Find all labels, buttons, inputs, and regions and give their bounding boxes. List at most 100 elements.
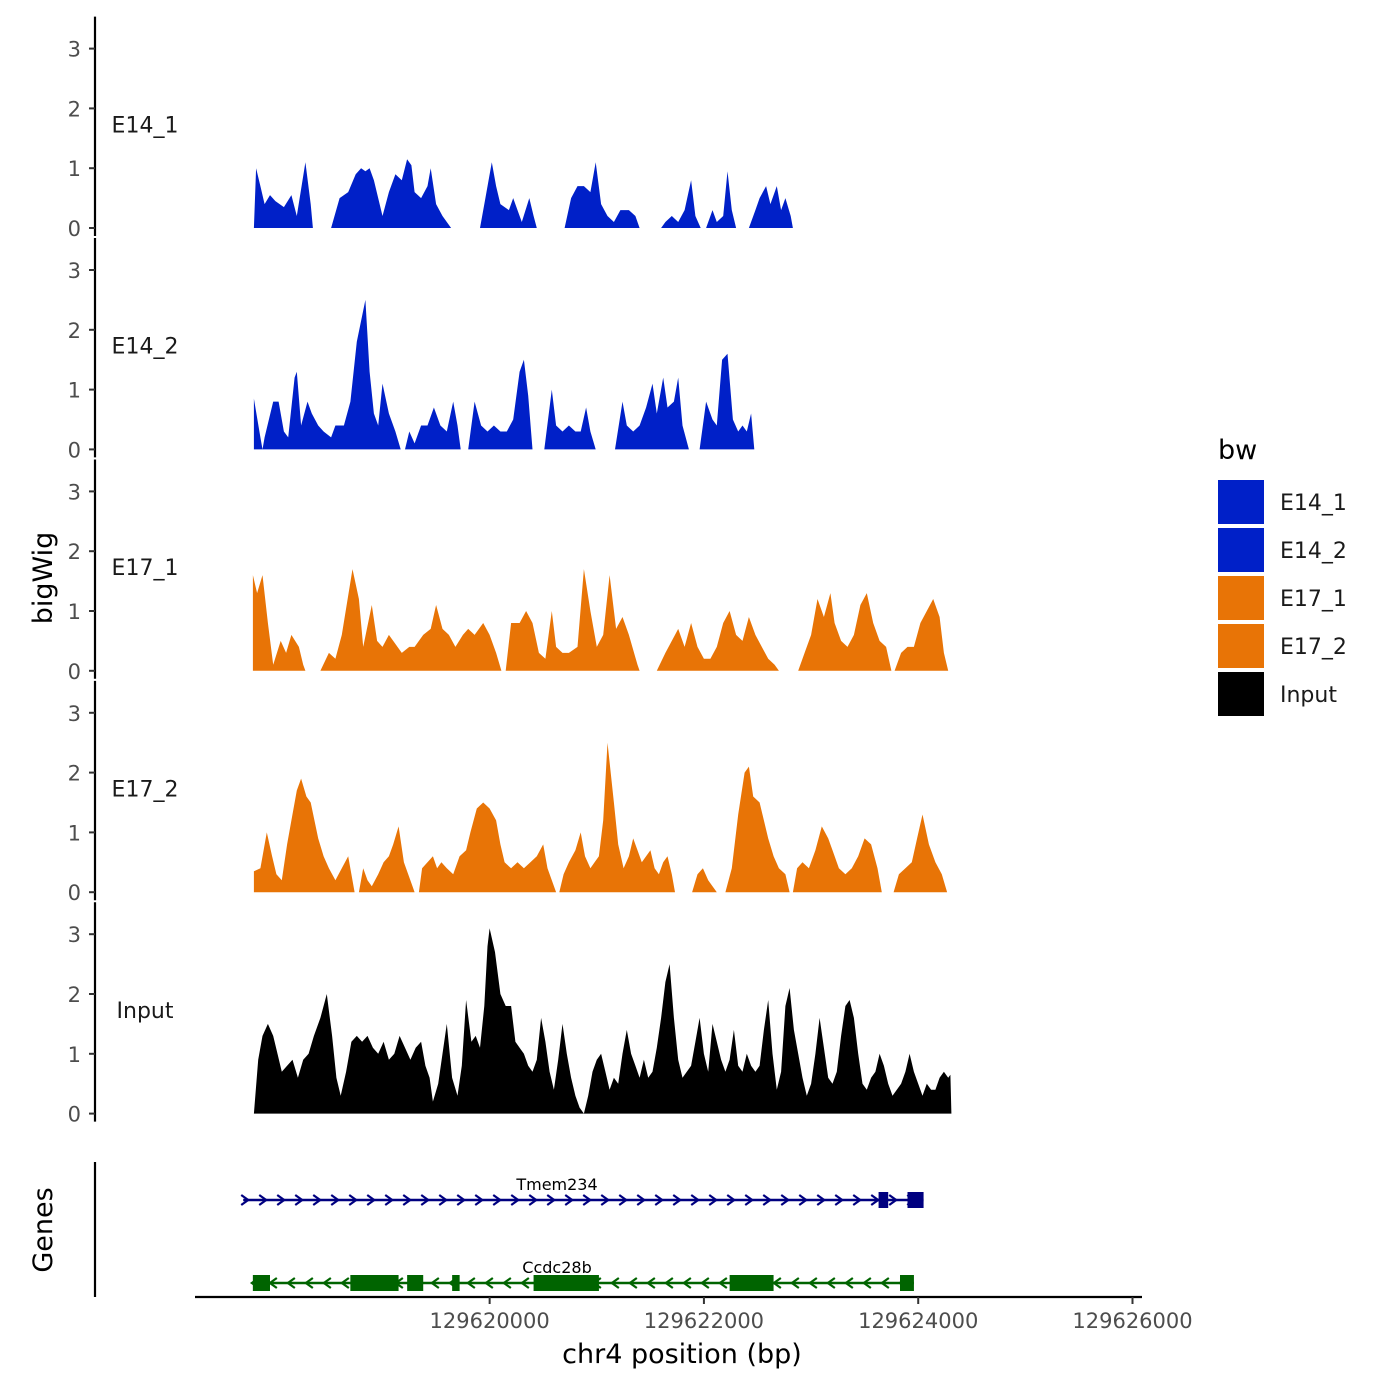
- signal-area: [505, 569, 640, 671]
- y-tick-label: 0: [68, 881, 81, 905]
- legend-entry: Input: [1218, 672, 1337, 716]
- strand-arrow-icon: [708, 1194, 719, 1206]
- legend-entry: E14_2: [1218, 528, 1347, 572]
- y-tick-label: 1: [68, 157, 81, 181]
- signal-area: [253, 162, 313, 228]
- track-e17-2: 0 1 2 3 E17_2: [68, 680, 948, 905]
- signal-area: [468, 359, 533, 450]
- signal-area: [661, 180, 701, 228]
- strand-arrow-icon: [798, 1194, 809, 1206]
- legend-entry: E17_2: [1218, 624, 1347, 668]
- genes-axis-title: Genes: [28, 1187, 59, 1272]
- strand-arrow-icon: [654, 1194, 665, 1206]
- strand-arrow-icon: [843, 1277, 854, 1289]
- x-tick-label: 129626000: [1072, 1309, 1192, 1333]
- strand-arrow-icon: [618, 1194, 629, 1206]
- strand-arrow-icon: [303, 1277, 314, 1289]
- y-tick-label: 1: [68, 1043, 81, 1067]
- strand-arrow-icon: [492, 1194, 503, 1206]
- strand-arrow-icon: [294, 1194, 305, 1206]
- signal-area: [331, 159, 452, 228]
- gene-exon: [878, 1192, 889, 1208]
- strand-arrow-icon: [816, 1194, 827, 1206]
- y-tick-label: 2: [68, 983, 81, 1007]
- signal-area: [894, 599, 949, 671]
- signal-area: [893, 814, 948, 893]
- strand-arrow-icon: [456, 1194, 467, 1206]
- y-tick-label: 2: [68, 319, 81, 343]
- strand-arrow-icon: [501, 1277, 512, 1289]
- strand-arrow-icon: [483, 1277, 494, 1289]
- track-label: E17_2: [112, 778, 179, 803]
- strand-arrow-icon: [636, 1194, 647, 1206]
- legend-swatch: [1218, 528, 1264, 572]
- y-tick-label: 3: [68, 38, 81, 62]
- gene-exon: [350, 1275, 399, 1291]
- signal-area: [405, 401, 461, 450]
- strand-arrow-icon: [285, 1277, 296, 1289]
- signal-area: [748, 186, 793, 228]
- x-tick-label: 129622000: [644, 1309, 764, 1333]
- y-tick-label: 2: [68, 540, 81, 564]
- y-axis-title: bigWig: [28, 532, 59, 625]
- strand-arrow-icon: [888, 1194, 899, 1206]
- strand-arrow-icon: [312, 1194, 323, 1206]
- y-tick-label: 1: [68, 600, 81, 624]
- legend-swatch: [1218, 480, 1264, 524]
- y-tick-label: 3: [68, 480, 81, 504]
- signal-area: [564, 162, 640, 228]
- legend-title: bw: [1218, 435, 1257, 466]
- signal-area: [725, 766, 790, 893]
- strand-arrow-icon: [879, 1277, 890, 1289]
- track-e14-2: 0 1 2 3 E14_2: [68, 238, 755, 462]
- y-tick-label: 0: [68, 660, 81, 684]
- genes-layer: Tmem234 Ccdc28b: [93, 1162, 924, 1297]
- y-tick-label: 1: [68, 379, 81, 403]
- gene-exon: [533, 1275, 599, 1291]
- strand-arrow-icon: [348, 1194, 359, 1206]
- signal-area: [358, 826, 415, 893]
- strand-arrow-icon: [465, 1277, 476, 1289]
- x-axis-title: chr4 position (bp): [562, 1339, 802, 1370]
- x-axis: 129620000 129622000 129624000 129626000: [195, 1295, 1193, 1333]
- legend-label: E17_2: [1280, 635, 1347, 660]
- gene-exon: [407, 1275, 424, 1291]
- strand-arrow-icon: [834, 1194, 845, 1206]
- track-e14-1: 0 1 2 3 E14_1: [68, 16, 793, 241]
- signal-area: [320, 569, 502, 671]
- track-input: 0 1 2 3 Input: [68, 902, 952, 1127]
- strand-arrow-icon: [852, 1194, 863, 1206]
- legend-entry: E14_1: [1218, 480, 1347, 524]
- y-tick-label: 0: [68, 217, 81, 241]
- strand-arrow-icon: [402, 1194, 413, 1206]
- signal-area: [706, 171, 737, 228]
- signal-area: [252, 575, 306, 671]
- gene-exon: [452, 1275, 460, 1291]
- strand-arrow-icon: [609, 1277, 620, 1289]
- strand-arrow-icon: [582, 1194, 593, 1206]
- strand-arrow-icon: [870, 1194, 881, 1206]
- gene-exon: [907, 1192, 924, 1208]
- strand-arrow-icon: [276, 1194, 287, 1206]
- signal-area: [253, 299, 401, 450]
- signal-area: [480, 162, 537, 228]
- y-tick-label: 1: [68, 821, 81, 845]
- gene-exon: [729, 1275, 774, 1291]
- strand-arrow-icon: [600, 1194, 611, 1206]
- signal-area: [656, 611, 779, 671]
- legend-swatch: [1218, 624, 1264, 668]
- signal-area: [418, 802, 557, 893]
- signal-area: [544, 389, 596, 450]
- signal-area: [253, 928, 952, 1114]
- strand-arrow-icon: [726, 1194, 737, 1206]
- signal-area: [792, 826, 882, 893]
- signal-area: [253, 778, 355, 893]
- legend-label: Input: [1280, 683, 1337, 708]
- strand-arrow-icon: [699, 1277, 710, 1289]
- strand-arrow-icon: [861, 1277, 872, 1289]
- signal-area: [798, 593, 892, 671]
- gene-name-label: Tmem234: [515, 1175, 597, 1194]
- strand-arrow-icon: [429, 1277, 440, 1289]
- strand-arrow-icon: [384, 1194, 395, 1206]
